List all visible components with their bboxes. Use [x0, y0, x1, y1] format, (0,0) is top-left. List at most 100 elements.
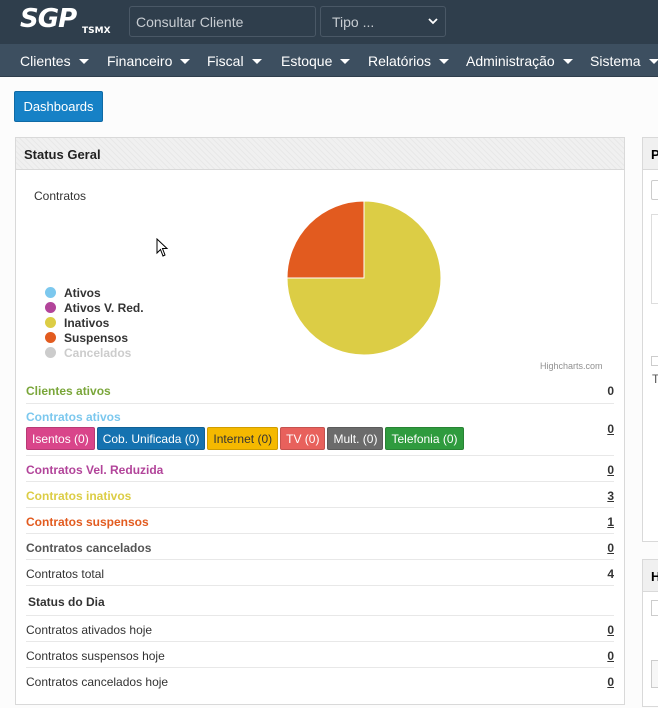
row-label[interactable]: Contratos ativos [26, 410, 121, 424]
row-value: 4 [607, 567, 614, 581]
tipo-select[interactable]: Tipo ... [320, 6, 446, 37]
contratos-chart: Contratos Ativos Ativos V. Red. Inativos Su… [16, 170, 624, 380]
row-value-link[interactable]: 3 [607, 489, 614, 503]
row-label: Contratos ativados hoje [26, 623, 153, 637]
legend-dot-icon [45, 302, 56, 313]
logo-text: SGP [20, 4, 77, 34]
right-panel-text: T [652, 372, 658, 386]
right-panel-box [651, 214, 658, 304]
chart-legend: Ativos Ativos V. Red. Inativos Suspensos Can… [44, 286, 144, 361]
row-value-link[interactable]: 0 [607, 463, 614, 477]
nav-label: Sistema [590, 53, 641, 69]
nav-financeiro[interactable]: Financeiro [107, 44, 191, 77]
nav-sistema[interactable]: Sistema [590, 44, 658, 77]
row-cancelados: Contratos cancelados 0 [26, 534, 614, 560]
right-panel-button[interactable] [651, 660, 658, 688]
row-value-link[interactable]: 0 [607, 649, 614, 663]
logo-subtext: TSMX [82, 26, 111, 36]
main-nav: Clientes Financeiro Fiscal Estoque Relat… [0, 44, 658, 77]
service-badge[interactable]: Telefonia (0) [385, 427, 464, 450]
row-value-link[interactable]: 1 [607, 515, 614, 529]
service-badge[interactable]: TV (0) [280, 427, 326, 450]
right-panel-top: P T [642, 137, 658, 542]
legend-label: Ativos [64, 286, 101, 300]
row-label[interactable]: Contratos suspensos [26, 515, 149, 529]
nav-label: Estoque [281, 53, 333, 69]
legend-label: Ativos V. Red. [64, 301, 144, 315]
pie-chart [286, 200, 442, 356]
nav-fiscal[interactable]: Fiscal [207, 44, 262, 77]
nav-label: Financeiro [107, 53, 173, 69]
nav-administracao[interactable]: Administração [466, 44, 573, 77]
nav-label: Fiscal [207, 53, 244, 69]
row-inativos: Contratos inativos 3 [26, 482, 614, 508]
caret-down-icon [180, 58, 191, 64]
status-rows: Clientes ativos 0 Contratos ativos 0 Ise… [26, 378, 614, 694]
row-value-link[interactable]: 0 [607, 541, 614, 555]
service-badge[interactable]: Cob. Unificada (0) [96, 427, 206, 450]
panel-title: Status Geral [16, 138, 624, 170]
legend-dot-icon [45, 332, 56, 343]
nav-label: Administração [466, 53, 555, 69]
status-dia-header: Status do Dia [26, 586, 614, 616]
nav-relatorios[interactable]: Relatórios [368, 44, 450, 77]
search-placeholder: Consultar Cliente [136, 14, 244, 30]
legend-item[interactable]: Ativos [44, 286, 144, 301]
row-label[interactable]: Contratos inativos [26, 489, 132, 503]
service-badge[interactable]: Mult. (0) [327, 427, 384, 450]
row-label[interactable]: Contratos cancelados [26, 541, 152, 555]
row-label: Contratos cancelados hoje [26, 675, 169, 689]
legend-label: Cancelados [64, 346, 132, 360]
row-suspensos-hoje: Contratos suspensos hoje 0 [26, 642, 614, 668]
top-header: SGP TSMX Consultar Cliente Tipo ... [0, 0, 658, 44]
caret-down-icon [562, 58, 573, 64]
pie-slice-inativos[interactable] [286, 200, 442, 356]
row-label[interactable]: Contratos Vel. Reduzida [26, 463, 164, 477]
consultar-cliente-input[interactable]: Consultar Cliente [129, 6, 316, 37]
chart-title: Contratos [34, 189, 87, 203]
legend-item[interactable]: Suspensos [44, 331, 144, 346]
sgp-logo[interactable]: SGP TSMX [20, 4, 112, 38]
mouse-cursor-icon [156, 238, 169, 257]
pie-slice-suspensos[interactable] [286, 200, 365, 279]
row-label: Contratos total [26, 567, 105, 581]
service-badge[interactable]: Isentos (0) [26, 427, 95, 450]
row-suspensos: Contratos suspensos 1 [26, 508, 614, 534]
row-value-link[interactable]: 0 [607, 623, 614, 637]
chevron-down-icon [428, 18, 438, 25]
right-panel-control[interactable] [651, 180, 658, 200]
service-badges: Isentos (0) Cob. Unificada (0) Internet (0… [26, 427, 466, 450]
nav-clientes[interactable]: Clientes [20, 44, 89, 77]
legend-label: Inativos [64, 316, 110, 330]
legend-item[interactable]: Cancelados [44, 346, 144, 361]
right-panel-control[interactable] [651, 600, 658, 616]
legend-dot-icon [45, 317, 56, 328]
right-panel-checkbox[interactable] [651, 356, 658, 366]
right-panel-title: H [643, 560, 658, 592]
caret-down-icon [251, 58, 262, 64]
row-label: Clientes ativos [26, 384, 111, 398]
nav-label: Relatórios [368, 53, 432, 69]
caret-down-icon [439, 58, 450, 64]
dashboards-button[interactable]: Dashboards [14, 91, 103, 122]
row-clientes-ativos: Clientes ativos 0 [26, 378, 614, 404]
right-panel-bottom: H [642, 559, 658, 707]
nav-estoque[interactable]: Estoque [281, 44, 351, 77]
row-ativados-hoje: Contratos ativados hoje 0 [26, 616, 614, 642]
legend-dot-icon [45, 347, 56, 358]
row-vel-reduzida: Contratos Vel. Reduzida 0 [26, 456, 614, 482]
row-value-link[interactable]: 0 [607, 675, 614, 689]
service-badge[interactable]: Internet (0) [207, 427, 279, 450]
row-contratos-total: Contratos total 4 [26, 560, 614, 586]
row-label: Contratos suspensos hoje [26, 649, 165, 663]
legend-item[interactable]: Inativos [44, 316, 144, 331]
caret-down-icon [78, 58, 89, 64]
highcharts-credit[interactable]: Highcharts.com [540, 361, 603, 371]
right-panel-title: P [643, 138, 658, 170]
legend-item[interactable]: Ativos V. Red. [44, 301, 144, 316]
row-value: 0 [607, 384, 614, 398]
row-value-link[interactable]: 0 [607, 422, 614, 436]
tipo-select-value: Tipo ... [332, 14, 375, 30]
nav-label: Clientes [20, 53, 71, 69]
row-contratos-ativos: Contratos ativos 0 Isentos (0) Cob. Unifi… [26, 404, 614, 456]
